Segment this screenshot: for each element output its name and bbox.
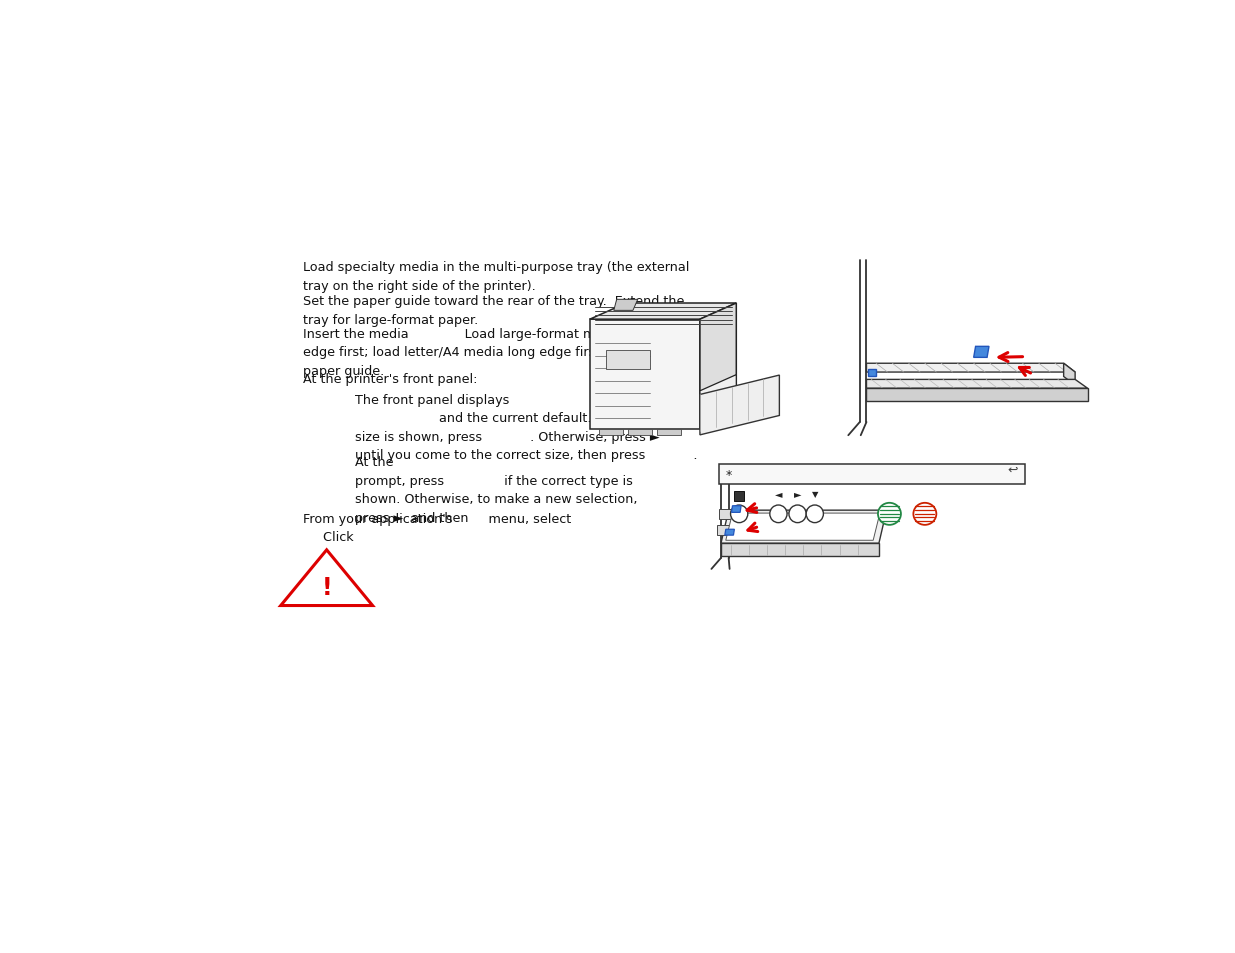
Polygon shape xyxy=(700,375,779,436)
Text: The front panel displays
                     and the current default. If the co: The front panel displays and the current… xyxy=(356,394,698,461)
Ellipse shape xyxy=(769,505,787,523)
Polygon shape xyxy=(590,320,700,430)
Polygon shape xyxy=(735,492,743,502)
Polygon shape xyxy=(657,430,680,436)
Text: ↩: ↩ xyxy=(1008,463,1018,476)
Polygon shape xyxy=(973,347,989,358)
Text: At the
prompt, press               if the correct type is
shown. Otherwise, to m: At the prompt, press if the correct type… xyxy=(356,456,637,524)
Polygon shape xyxy=(867,389,1088,402)
Text: Insert the media              Load large-format media short
edge first; load let: Insert the media Load large-format media… xyxy=(303,327,689,377)
Text: ►: ► xyxy=(794,489,802,498)
Polygon shape xyxy=(721,511,887,543)
Ellipse shape xyxy=(914,503,936,525)
Polygon shape xyxy=(606,351,651,370)
Text: Load specialty media in the multi-purpose tray (the external
tray on the right s: Load specialty media in the multi-purpos… xyxy=(303,261,689,293)
Polygon shape xyxy=(718,525,729,536)
Text: From your application's         menu, select
     Click: From your application's menu, select Cli… xyxy=(303,512,571,543)
Polygon shape xyxy=(719,509,731,519)
Polygon shape xyxy=(725,530,735,536)
Text: ◄: ◄ xyxy=(774,489,782,498)
Polygon shape xyxy=(1063,364,1076,386)
Polygon shape xyxy=(599,430,624,436)
Ellipse shape xyxy=(731,505,747,523)
Polygon shape xyxy=(614,300,637,311)
Ellipse shape xyxy=(789,505,806,523)
Polygon shape xyxy=(590,304,736,320)
Polygon shape xyxy=(726,514,879,540)
Polygon shape xyxy=(629,430,652,436)
Polygon shape xyxy=(731,506,741,513)
Text: Set the paper guide toward the rear of the tray.  Extend the
tray for large-form: Set the paper guide toward the rear of t… xyxy=(303,294,684,326)
Polygon shape xyxy=(719,464,1025,485)
Text: ▼: ▼ xyxy=(811,489,818,498)
Polygon shape xyxy=(867,380,1088,389)
Polygon shape xyxy=(867,364,1076,373)
Text: *: * xyxy=(726,469,732,482)
Polygon shape xyxy=(700,375,736,417)
Text: !: ! xyxy=(321,576,332,599)
Ellipse shape xyxy=(806,505,824,523)
Text: At the printer's front panel:: At the printer's front panel: xyxy=(303,373,477,386)
Polygon shape xyxy=(868,370,876,377)
Polygon shape xyxy=(721,543,879,557)
Polygon shape xyxy=(700,304,736,430)
Polygon shape xyxy=(280,550,373,606)
Ellipse shape xyxy=(878,503,900,525)
